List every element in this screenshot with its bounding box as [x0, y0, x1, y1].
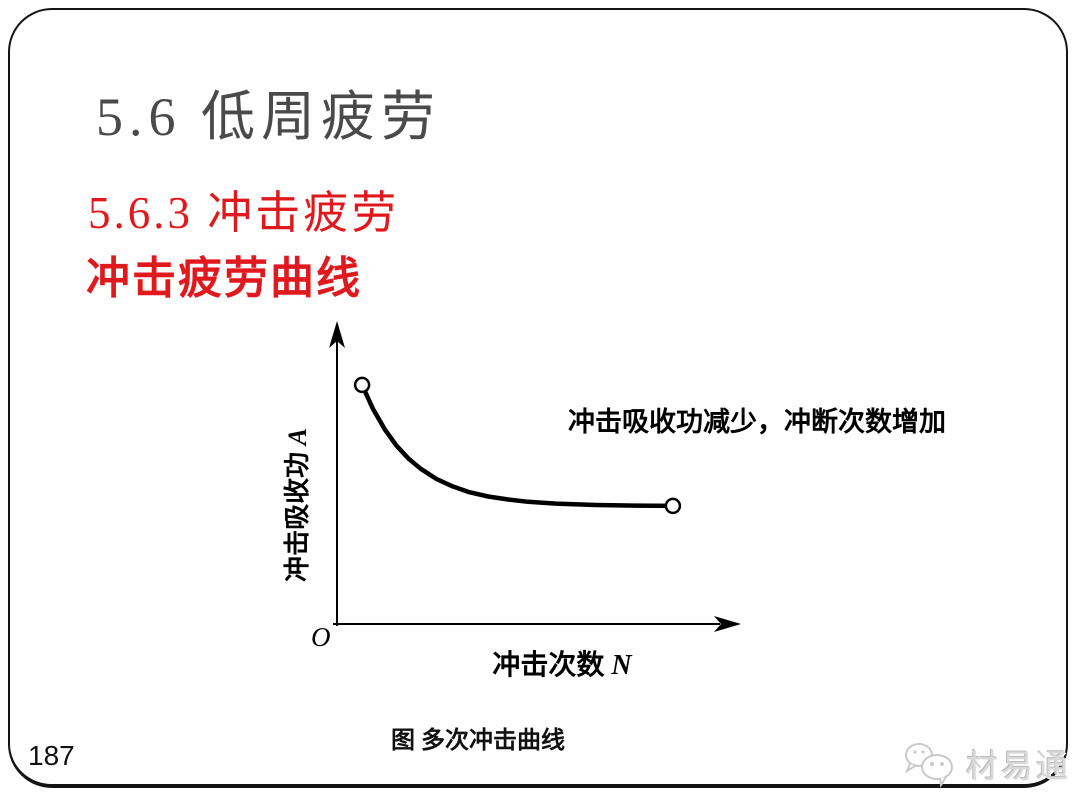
fatigue-curve	[359, 382, 676, 509]
section-subtitle: 5.6.3 冲击疲劳	[88, 188, 400, 238]
y-axis-label: 冲击吸收功 A	[277, 400, 312, 610]
brand-watermark: 材易通	[902, 740, 1071, 788]
figure-caption: 图 多次冲击曲线	[391, 728, 565, 754]
chart-annotation: 冲击吸收功减少，冲断次数增加	[568, 407, 946, 437]
topic-heading: 冲击疲劳曲线	[86, 254, 362, 303]
page-number: 187	[28, 740, 75, 771]
y-axis-label-text: 冲击吸收功	[283, 451, 312, 582]
origin-label: O	[311, 622, 331, 652]
brand-text: 材易通	[966, 748, 1072, 784]
speech-bubbles-icon	[904, 743, 953, 788]
y-axis-arrow-icon	[329, 321, 345, 348]
curve-end-marker	[664, 497, 682, 515]
x-axis-label: 冲击次数 N	[452, 643, 672, 683]
x-axis-arrow-icon	[714, 616, 741, 632]
slide-border-frame	[8, 8, 1068, 788]
slide-title: 5.6 低周疲劳	[96, 87, 441, 147]
impact-curve-svg	[329, 321, 741, 632]
curve-start-marker	[353, 376, 371, 394]
y-axis-variable: A	[283, 428, 312, 446]
x-axis-variable: N	[611, 650, 632, 681]
x-axis-label-text: 冲击次数	[492, 650, 605, 681]
